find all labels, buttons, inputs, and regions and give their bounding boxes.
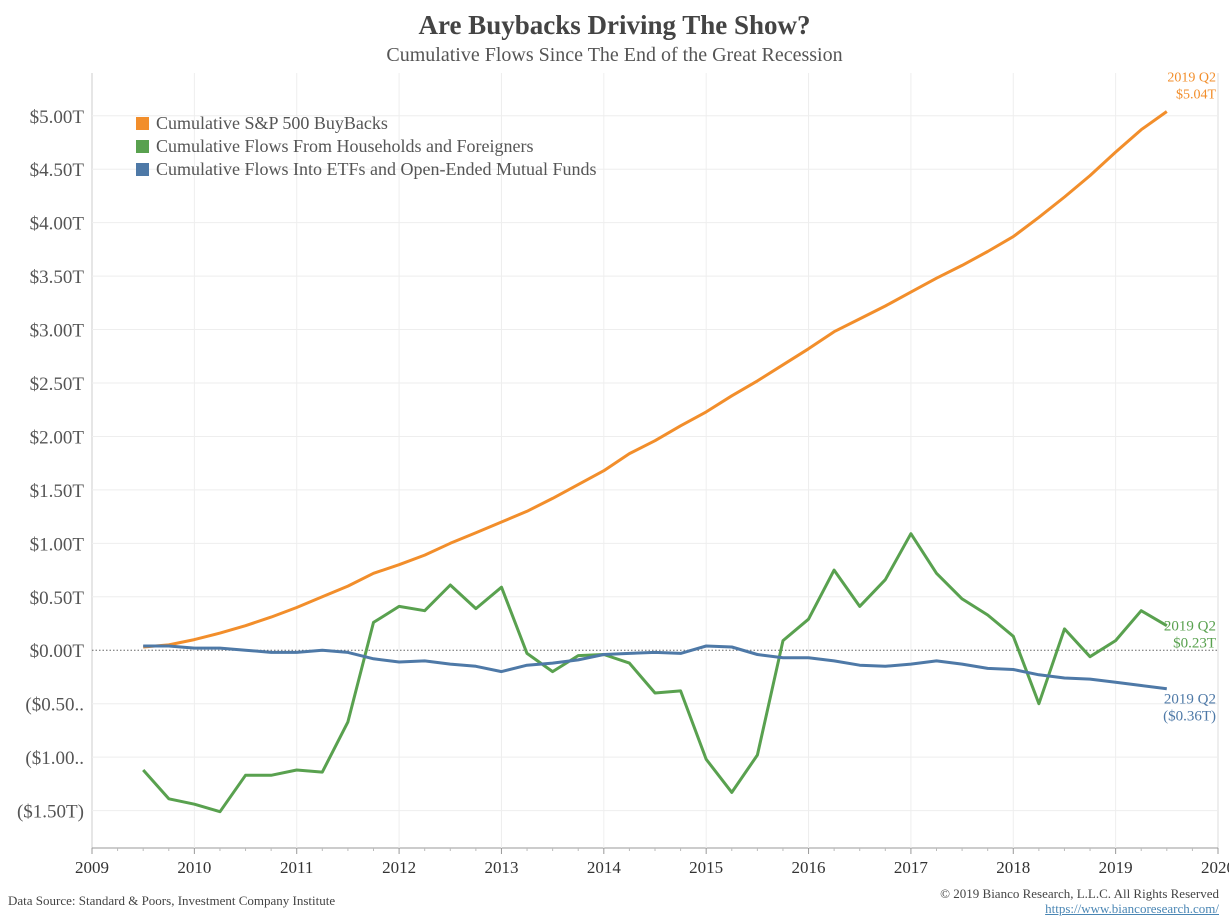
y-tick-label: ($0.50.. <box>25 695 84 716</box>
x-tick-label: 2019 <box>1099 858 1133 877</box>
y-tick-label: $0.00T <box>30 641 85 662</box>
x-tick-label: 2014 <box>587 858 622 877</box>
x-tick-label: 2009 <box>75 858 109 877</box>
end-label: $5.04T <box>1176 87 1217 102</box>
y-tick-label: ($1.50T) <box>17 802 84 823</box>
end-label: ($0.36T) <box>1163 709 1216 725</box>
y-tick-label: $1.50T <box>30 481 85 502</box>
x-tick-label: 2017 <box>894 858 929 877</box>
legend-entry: Cumulative S&P 500 BuyBacks <box>156 113 388 133</box>
y-tick-label: $0.50T <box>30 588 85 609</box>
series-line-2 <box>142 532 1168 814</box>
y-tick-label: $5.00T <box>30 107 85 128</box>
x-tick-label: 2010 <box>177 858 211 877</box>
website-link[interactable]: https://www.biancoresearch.com/ <box>1045 901 1219 916</box>
end-label: $0.23T <box>1173 636 1216 652</box>
chart-title: Are Buybacks Driving The Show? <box>418 10 811 40</box>
legend-entry: Cumulative Flows From Households and For… <box>156 136 533 156</box>
copyright: © 2019 Bianco Research, L.L.C. All Right… <box>940 886 1219 901</box>
legend-swatch <box>136 140 149 153</box>
data-source: Data Source: Standard & Poors, Investmen… <box>8 893 336 908</box>
y-tick-label: $3.00T <box>30 321 85 342</box>
legend-entry: Cumulative Flows Into ETFs and Open-Ende… <box>156 159 596 179</box>
end-label: 2019 Q2 <box>1167 70 1216 85</box>
end-label: 2019 Q2 <box>1164 692 1216 708</box>
x-tick-label: 2011 <box>280 858 313 877</box>
end-label: 2019 Q2 <box>1164 619 1216 635</box>
series-line-1 <box>143 110 1168 649</box>
y-tick-label: $2.50T <box>30 374 85 395</box>
x-tick-label: 2020 <box>1201 858 1229 877</box>
y-tick-label: $1.00T <box>30 534 85 555</box>
x-tick-label: 2015 <box>689 858 723 877</box>
y-tick-label: ($1.00.. <box>25 748 84 769</box>
series-line-3 <box>143 644 1167 691</box>
y-tick-label: $4.00T <box>30 214 85 235</box>
x-tick-label: 2016 <box>792 858 826 877</box>
chart-subtitle: Cumulative Flows Since The End of the Gr… <box>386 44 843 66</box>
y-tick-label: $2.00T <box>30 427 85 448</box>
footer-right: © 2019 Bianco Research, L.L.C. All Right… <box>940 886 1219 916</box>
legend-swatch <box>136 117 149 130</box>
legend-swatch <box>136 163 149 176</box>
y-tick-label: $4.50T <box>30 160 85 181</box>
y-tick-label: $3.50T <box>30 267 85 288</box>
x-tick-label: 2013 <box>484 858 518 877</box>
x-tick-label: 2012 <box>382 858 416 877</box>
x-tick-label: 2018 <box>996 858 1030 877</box>
